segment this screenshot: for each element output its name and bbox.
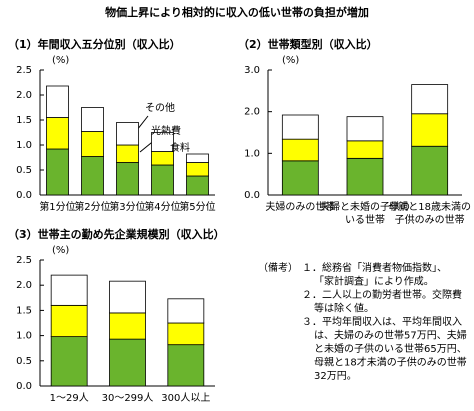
- x-tick-label: 第2分位: [74, 200, 110, 213]
- x-tick-label: 300人以上: [161, 392, 210, 404]
- bar-segment: [46, 85, 69, 118]
- bar-segment: [109, 338, 146, 387]
- bar-segment: [411, 113, 449, 147]
- bar-segment: [411, 84, 449, 115]
- bar-segment: [281, 114, 319, 140]
- bar-segment: [109, 280, 146, 314]
- x-tick-label: 30～299人: [102, 392, 154, 404]
- y-tick-label: 0.0: [244, 190, 260, 201]
- bar-segment: [167, 322, 205, 346]
- bar-segment: [116, 122, 139, 146]
- bar-segment: [116, 144, 139, 163]
- x-tick-label: 子供のみの世帯: [395, 213, 465, 226]
- note-line: 32万円。: [314, 371, 357, 382]
- series-label: 食料: [170, 141, 190, 154]
- chart-title: （2）世帯類型別（収入比）: [238, 37, 378, 51]
- x-tick-label: 第1分位: [39, 200, 75, 213]
- y-tick-label: 2.0: [16, 280, 32, 291]
- bar-segment: [346, 157, 384, 196]
- y-tick-label: 1.0: [16, 331, 32, 342]
- y-tick-label: 0.0: [16, 381, 32, 392]
- bar-segment: [50, 304, 88, 338]
- bar-segment: [167, 344, 205, 387]
- y-tick-label: 2.0: [244, 107, 260, 118]
- bar-segment: [346, 140, 384, 159]
- bar-segment: [50, 274, 88, 306]
- note-line: 「家計調査」により作成。: [314, 275, 434, 288]
- unit-label: (%): [52, 55, 69, 66]
- series-label: 光熱費: [151, 124, 181, 137]
- y-tick-label: 3.0: [244, 65, 260, 76]
- bar-segment: [46, 148, 69, 196]
- chart-title: （1）年間収入五分位別（収入比）: [8, 37, 181, 51]
- note-line: 母親と18才未満の子供のみの世帯: [314, 356, 467, 369]
- y-tick-label: 0.0: [16, 190, 32, 201]
- note-line: と未婚の子供のいる世帯65万円、: [314, 342, 467, 355]
- bar-segment: [186, 162, 209, 177]
- bar-segment: [116, 162, 139, 196]
- x-tick-label: 母親と18歳未満の: [388, 200, 471, 213]
- bar-segment: [281, 138, 319, 162]
- note-line: １．総務省「消費者物価指数」、: [302, 261, 447, 274]
- bar-segment: [151, 164, 174, 196]
- bar-segment: [50, 336, 88, 387]
- x-tick-label: 第4分位: [144, 200, 180, 213]
- y-tick-label: 1.5: [16, 305, 32, 316]
- y-tick-label: 0.5: [16, 165, 32, 176]
- series-label: その他: [145, 101, 175, 114]
- x-tick-label: 第5分位: [179, 200, 215, 213]
- y-tick-label: 1.0: [16, 140, 32, 151]
- bar-segment: [411, 145, 449, 196]
- note-line: ３．平均年間収入は、平均年間収入: [302, 315, 462, 328]
- note-line: ２．二人以上の勤労者世帯。交際費: [302, 288, 462, 301]
- y-tick-label: 0.5: [16, 356, 32, 367]
- bar-segment: [186, 175, 209, 196]
- note-line: 等は除く値。: [314, 302, 374, 315]
- unit-label: (%): [282, 55, 299, 66]
- note-line: は、夫婦のみの世帯57万円、夫婦: [314, 329, 467, 342]
- bar-segment: [109, 312, 146, 340]
- x-tick-label: いる世帯: [345, 213, 385, 226]
- bar-segment: [186, 153, 209, 163]
- y-tick-label: 1.5: [16, 115, 32, 126]
- chart-title: （3）世帯主の勤め先企業規模別（収入比）: [8, 227, 225, 241]
- bar-segment: [81, 107, 104, 132]
- x-tick-label: 夫婦と未婚の子供の: [320, 200, 410, 213]
- y-tick-label: 1.0: [244, 148, 260, 159]
- y-tick-label: 2.0: [16, 90, 32, 101]
- x-tick-label: 第3分位: [109, 200, 145, 213]
- x-tick-label: 夫婦のみの世帯: [265, 200, 335, 213]
- y-tick-label: 2.5: [16, 255, 32, 266]
- bar-segment: [281, 160, 319, 196]
- page-title: 物価上昇により相対的に収入の低い世帯の負担が増加: [105, 5, 369, 19]
- bar-segment: [46, 117, 69, 150]
- y-tick-label: 2.5: [16, 65, 32, 76]
- bar-segment: [167, 298, 205, 324]
- bar-segment: [81, 131, 104, 157]
- notes-label: （備考）: [258, 261, 298, 274]
- bar-segment: [81, 156, 104, 196]
- x-tick-label: 1～29人: [50, 392, 89, 404]
- unit-label: (%): [52, 245, 69, 256]
- bar-segment: [346, 116, 384, 142]
- bar-segment: [151, 132, 174, 152]
